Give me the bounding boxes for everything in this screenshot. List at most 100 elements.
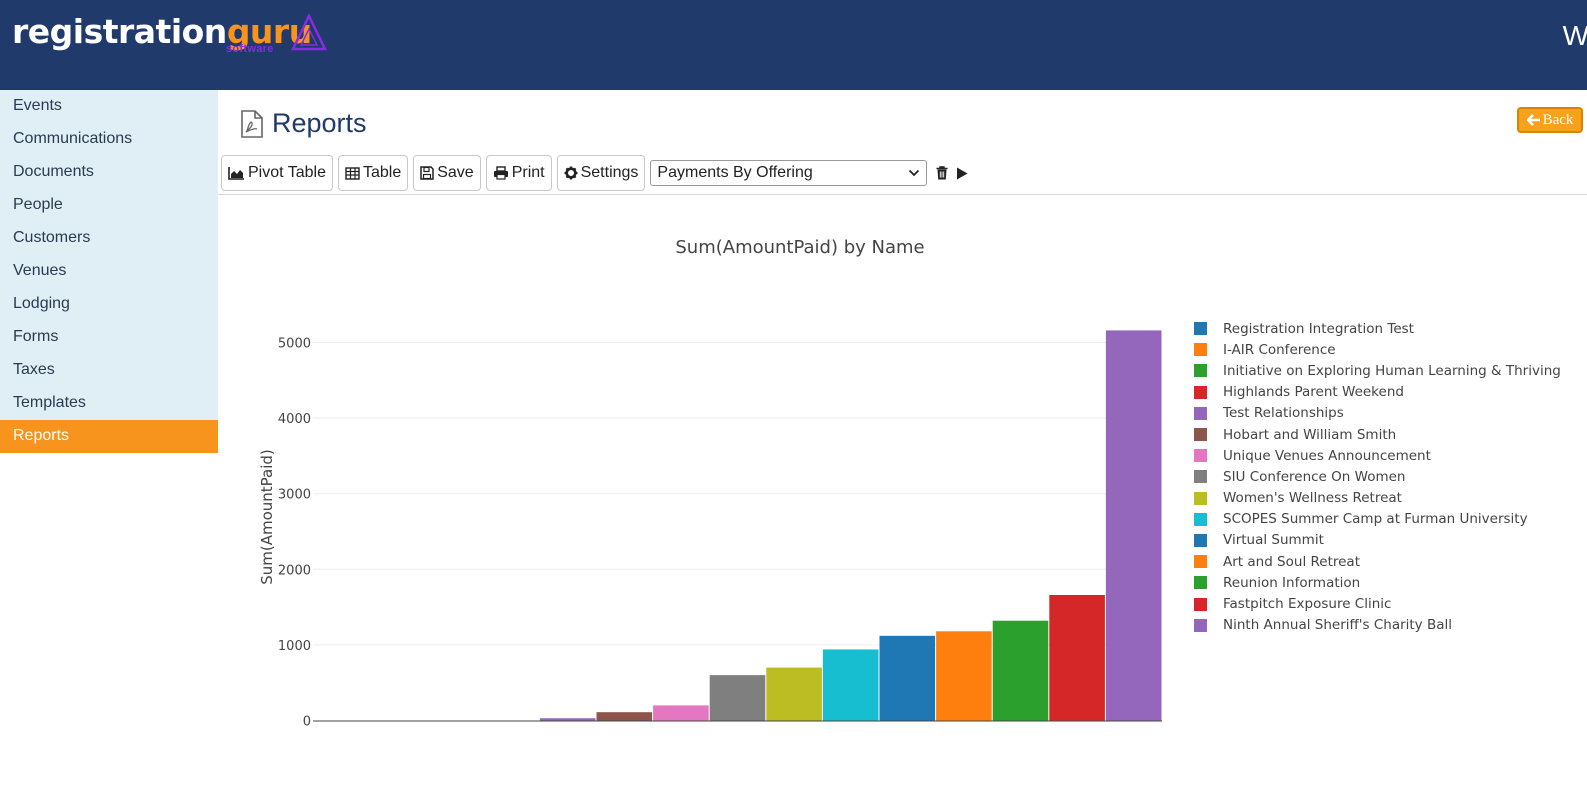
back-button-label: Back xyxy=(1542,111,1574,128)
legend-label: Virtual Summit xyxy=(1223,532,1324,549)
legend-swatch xyxy=(1194,364,1207,378)
pdf-file-icon xyxy=(241,109,263,138)
app-logo[interactable]: registrationguru xyxy=(12,12,312,62)
sidebar-item-lodging[interactable]: Lodging xyxy=(13,295,70,312)
table-icon xyxy=(345,166,360,180)
legend-item[interactable]: Art and Soul Retreat xyxy=(1194,551,1561,572)
legend-label: Highlands Parent Weekend xyxy=(1223,384,1404,401)
legend-label: I-AIR Conference xyxy=(1223,341,1336,358)
legend-label: Registration Integration Test xyxy=(1223,320,1414,337)
floppy-disk-icon xyxy=(420,166,434,180)
legend-label: SIU Conference On Women xyxy=(1223,468,1406,485)
back-button[interactable]: Back xyxy=(1517,107,1583,133)
legend-label: Test Relationships xyxy=(1223,405,1344,422)
sidebar-item-documents[interactable]: Documents xyxy=(13,163,94,180)
save-label: Save xyxy=(437,164,474,181)
sidebar-item-events[interactable]: Events xyxy=(13,97,62,114)
bar xyxy=(992,620,1049,721)
arrow-left-icon xyxy=(1526,114,1540,126)
sidebar-item-templates[interactable]: Templates xyxy=(13,394,86,411)
sidebar-item-taxes[interactable]: Taxes xyxy=(13,361,55,378)
report-select[interactable]: Payments By Offering xyxy=(650,160,928,186)
save-button[interactable]: Save xyxy=(413,155,481,191)
legend-label: Reunion Information xyxy=(1223,574,1361,591)
legend-swatch xyxy=(1194,343,1207,357)
legend-label: Ninth Annual Sheriff's Charity Ball xyxy=(1223,617,1452,634)
legend-item[interactable]: I-AIR Conference xyxy=(1194,339,1561,360)
legend-label: Hobart and William Smith xyxy=(1223,426,1397,443)
bar xyxy=(1105,330,1162,721)
sidebar-item-communications[interactable]: Communications xyxy=(13,130,133,147)
legend-item[interactable]: Test Relationships xyxy=(1194,403,1561,424)
page-title-text: Reports xyxy=(272,108,367,138)
pivot-table-label: Pivot Table xyxy=(248,164,326,181)
user-menu[interactable]: W xyxy=(1562,20,1587,51)
report-select-value: Payments By Offering xyxy=(657,164,813,181)
printer-icon xyxy=(493,166,508,180)
legend-item[interactable]: Hobart and William Smith xyxy=(1194,424,1561,445)
y-tick-label: 1000 xyxy=(278,639,311,654)
settings-button[interactable]: Settings xyxy=(556,155,646,191)
legend-item[interactable]: Highlands Parent Weekend xyxy=(1194,382,1561,403)
report-toolbar: Pivot Table Table Save Print xyxy=(221,155,968,191)
legend-label: SCOPES Summer Camp at Furman University xyxy=(1223,511,1528,528)
legend-swatch xyxy=(1194,470,1207,484)
print-button[interactable]: Print xyxy=(485,155,552,191)
legend-swatch xyxy=(1194,576,1207,590)
sidebar: Events Communications Documents People Custo… xyxy=(0,90,218,453)
y-tick-label: 5000 xyxy=(278,337,311,352)
legend-label: Art and Soul Retreat xyxy=(1223,553,1360,570)
legend-swatch xyxy=(1194,449,1207,463)
sidebar-item-forms[interactable]: Forms xyxy=(13,328,59,345)
y-tick-label: 3000 xyxy=(278,488,311,503)
run-report-button[interactable] xyxy=(956,167,968,180)
play-icon xyxy=(957,167,968,179)
logo-triangle-icon xyxy=(291,13,327,51)
table-button[interactable]: Table xyxy=(337,155,409,191)
settings-label: Settings xyxy=(580,164,639,181)
legend-item[interactable]: Virtual Summit xyxy=(1194,530,1561,551)
legend-swatch xyxy=(1194,406,1207,420)
legend-item[interactable]: Reunion Information xyxy=(1194,572,1561,593)
trash-icon xyxy=(936,166,948,180)
bar xyxy=(596,712,653,721)
y-axis-label: Sum(AmountPaid) xyxy=(258,449,276,585)
sidebar-item-people[interactable]: People xyxy=(13,196,63,213)
y-tick-label: 0 xyxy=(303,715,311,730)
sidebar-item-customers[interactable]: Customers xyxy=(13,229,91,246)
main-content: Reports Back Pivot Table Table xyxy=(218,90,1587,793)
legend-item[interactable]: Initiative on Exploring Human Learning &… xyxy=(1194,360,1561,381)
delete-report-button[interactable] xyxy=(936,166,948,180)
legend-item[interactable]: Unique Venues Announcement xyxy=(1194,445,1561,466)
legend-swatch xyxy=(1194,428,1207,442)
y-tick-label: 4000 xyxy=(278,412,311,427)
legend-swatch xyxy=(1194,512,1207,526)
bar xyxy=(653,705,709,721)
toolbar-divider xyxy=(218,194,1587,195)
bar xyxy=(879,635,936,721)
legend-swatch xyxy=(1194,491,1207,505)
bar xyxy=(766,667,822,721)
legend-item[interactable]: Registration Integration Test xyxy=(1194,318,1561,339)
legend-swatch xyxy=(1194,555,1207,569)
legend-item[interactable]: SIU Conference On Women xyxy=(1194,466,1561,487)
legend-swatch xyxy=(1194,597,1207,611)
legend-label: Women's Wellness Retreat xyxy=(1223,490,1402,507)
legend-label: Fastpitch Exposure Clinic xyxy=(1223,596,1392,613)
sidebar-item-reports[interactable]: Reports xyxy=(0,420,218,453)
gear-icon xyxy=(564,166,578,180)
sidebar-item-venues[interactable]: Venues xyxy=(13,262,67,279)
y-tick-label: 2000 xyxy=(278,563,311,578)
bar xyxy=(1049,595,1105,721)
legend-item[interactable]: Fastpitch Exposure Clinic xyxy=(1194,593,1561,614)
pivot-table-button[interactable]: Pivot Table xyxy=(221,155,333,191)
legend-swatch xyxy=(1194,322,1207,336)
legend-item[interactable]: Ninth Annual Sheriff's Charity Ball xyxy=(1194,615,1561,636)
legend-item[interactable]: Women's Wellness Retreat xyxy=(1194,488,1561,509)
bar xyxy=(539,718,596,721)
legend-item[interactable]: SCOPES Summer Camp at Furman University xyxy=(1194,509,1561,530)
bar xyxy=(822,649,879,721)
print-label: Print xyxy=(511,164,545,181)
legend-swatch xyxy=(1194,385,1207,399)
